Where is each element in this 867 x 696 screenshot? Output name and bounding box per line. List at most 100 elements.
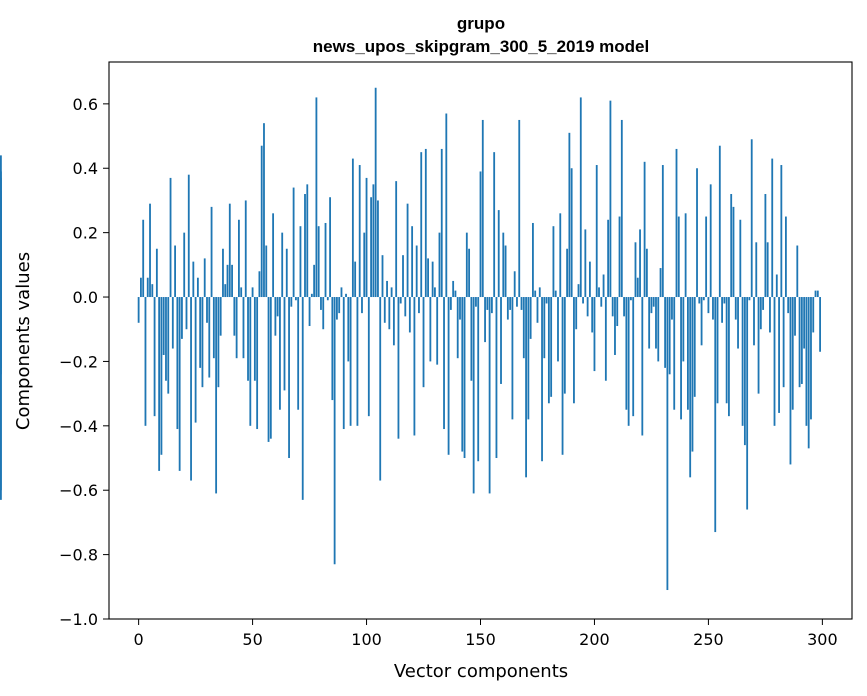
bar-200 (593, 297, 596, 372)
bar-228 (657, 297, 660, 362)
bar-31 (208, 297, 211, 378)
bar-272 (757, 297, 760, 394)
bar-91 (345, 293, 347, 298)
bar-64 (283, 297, 286, 391)
bar-295 (810, 297, 812, 420)
bar-160 (502, 232, 505, 298)
bar-137 (449, 297, 452, 310)
bar-247 (700, 297, 703, 346)
bar-197 (586, 297, 589, 317)
bar-279 (773, 297, 776, 426)
bar-280 (775, 274, 778, 298)
bar-0 (137, 297, 140, 323)
bar-162 (506, 297, 509, 320)
bar-127 (427, 258, 429, 298)
bar-48 (247, 297, 249, 381)
bar-277 (769, 297, 771, 333)
bar-62 (279, 297, 281, 410)
bar-32 (210, 206, 213, 298)
bar-16 (174, 245, 176, 298)
bar-159 (500, 297, 502, 384)
bar-171 (527, 297, 530, 420)
bar-286 (789, 297, 792, 465)
y-tick-label: 0.6 (73, 95, 98, 114)
bar-87 (336, 297, 338, 320)
bar-266 (743, 297, 746, 446)
bar-285 (787, 297, 790, 314)
bar-4 (146, 277, 149, 298)
bar-80 (320, 297, 322, 310)
bar-198 (588, 261, 591, 298)
bar-232 (666, 297, 669, 591)
bar-75 (308, 297, 311, 327)
bar-208 (611, 297, 614, 317)
bar-238 (680, 297, 682, 420)
bar-230 (661, 165, 664, 298)
bar-291 (800, 297, 803, 384)
bar-231 (664, 297, 667, 368)
bar-35 (217, 297, 220, 388)
bar-287 (791, 297, 794, 410)
bar-161 (504, 245, 507, 298)
bar-104 (374, 87, 377, 298)
bar-271 (755, 242, 758, 298)
bar-185 (559, 213, 562, 298)
bar-108 (383, 297, 386, 323)
bar-111 (390, 287, 393, 298)
bar-41 (231, 264, 233, 298)
bar-79 (317, 226, 320, 298)
bar-118 (406, 203, 409, 298)
x-tick-label: 300 (807, 630, 838, 649)
bar-123 (418, 297, 420, 314)
bar-81 (322, 297, 325, 330)
x-tick-label: 100 (351, 630, 382, 649)
bar-254 (716, 297, 719, 404)
bar-63 (281, 232, 284, 298)
bar-194 (579, 97, 582, 298)
bar-292 (803, 297, 806, 349)
bar-1 (140, 277, 142, 298)
bar-113 (395, 181, 398, 298)
bar-297 (814, 290, 817, 298)
bar-119 (408, 297, 411, 333)
bar-224 (648, 297, 651, 349)
bar-190 (570, 168, 573, 298)
x-tick-label: 200 (579, 630, 610, 649)
bar-undefined (0, 297, 2, 375)
bar-107 (381, 255, 384, 298)
bar-19 (181, 297, 183, 339)
bar-236 (675, 148, 678, 298)
bar-78 (315, 97, 318, 298)
bar-100 (365, 177, 368, 298)
bar-112 (392, 297, 395, 346)
bar-176 (538, 287, 541, 298)
bar-220 (639, 229, 641, 298)
y-tick-label: 0.2 (73, 224, 98, 243)
bar-109 (386, 280, 388, 298)
bar-181 (550, 297, 553, 397)
bar-240 (684, 213, 687, 298)
bar-30 (206, 297, 208, 323)
bar-298 (816, 290, 819, 298)
bar-57 (267, 297, 270, 442)
bar-11 (162, 297, 165, 355)
bar-67 (290, 297, 293, 307)
bar-84 (329, 197, 331, 298)
y-tick-label: −1.0 (59, 610, 98, 629)
bar-227 (655, 297, 657, 349)
bar-179 (545, 297, 548, 304)
bar-12 (165, 297, 167, 381)
bar-237 (677, 216, 680, 298)
bar-201 (595, 165, 598, 298)
bar-10 (160, 297, 163, 455)
bar-110 (388, 297, 391, 330)
y-tick-label: 0.4 (73, 159, 98, 178)
bar-256 (721, 297, 723, 323)
y-tick-label: −0.4 (59, 417, 98, 436)
bar-151 (481, 119, 484, 298)
bar-71 (299, 226, 302, 298)
chart-title-line1: grupo (457, 14, 505, 33)
bar-222 (643, 161, 646, 298)
bar-242 (689, 297, 692, 478)
bar-140 (456, 297, 459, 359)
